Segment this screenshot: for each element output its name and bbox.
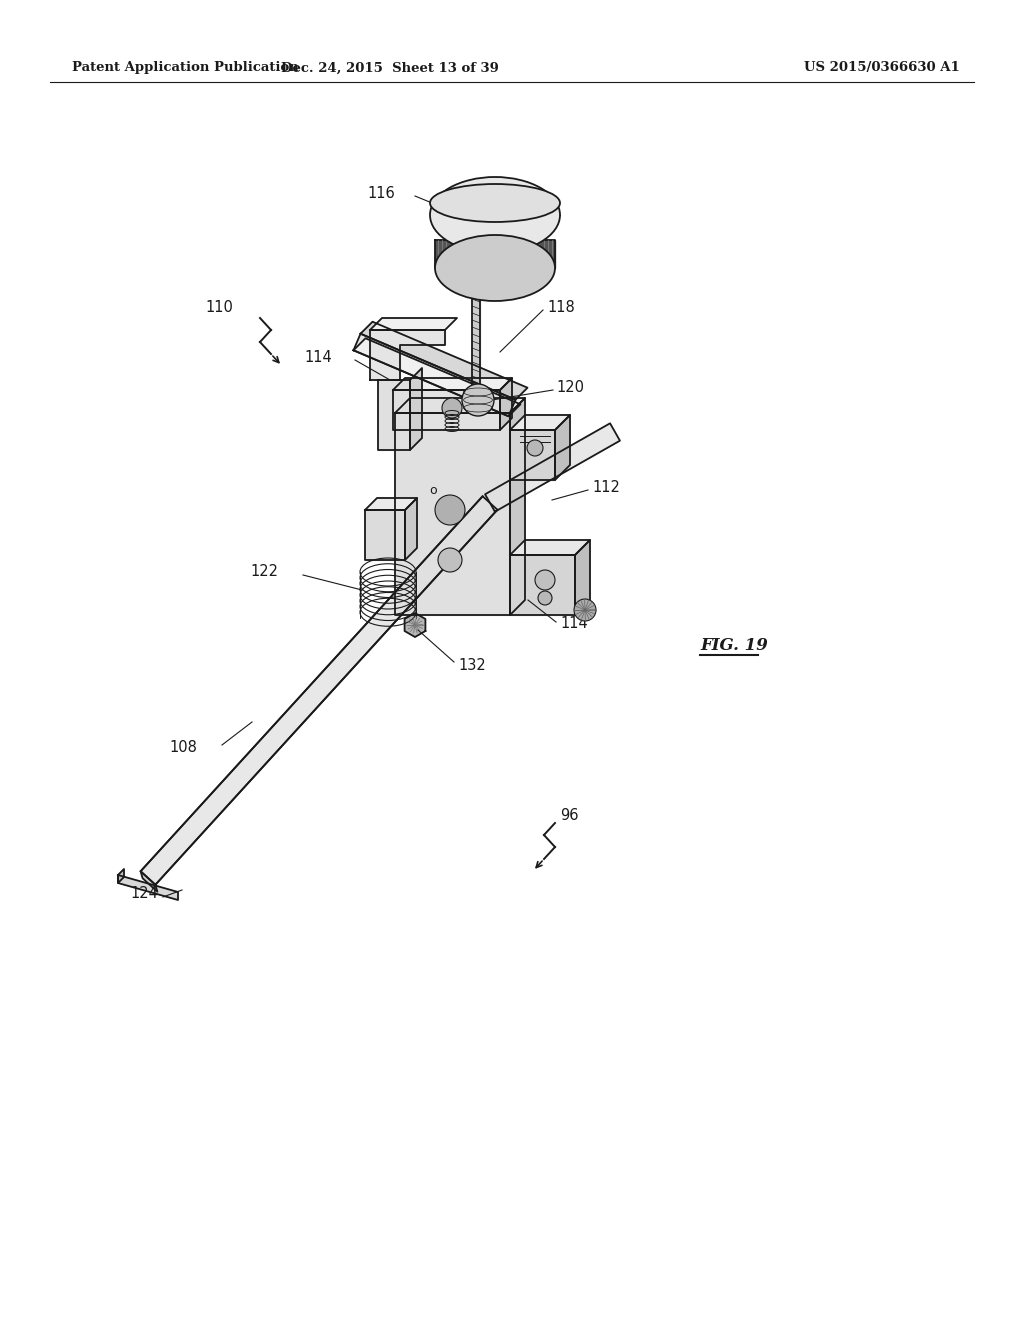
Polygon shape <box>395 399 525 413</box>
Ellipse shape <box>430 177 560 253</box>
Polygon shape <box>395 413 510 615</box>
Text: o: o <box>429 483 437 496</box>
Polygon shape <box>435 240 555 268</box>
Polygon shape <box>353 334 515 416</box>
Circle shape <box>442 399 462 418</box>
Polygon shape <box>370 318 457 330</box>
Circle shape <box>574 599 596 620</box>
Polygon shape <box>510 430 555 480</box>
Text: US 2015/0366630 A1: US 2015/0366630 A1 <box>804 62 961 74</box>
Polygon shape <box>406 498 417 560</box>
Circle shape <box>538 591 552 605</box>
Polygon shape <box>140 871 158 892</box>
Text: 96: 96 <box>560 808 579 822</box>
Text: 132: 132 <box>458 657 485 672</box>
Circle shape <box>527 440 543 455</box>
Polygon shape <box>393 378 512 389</box>
Circle shape <box>535 570 555 590</box>
Text: 108: 108 <box>169 741 197 755</box>
Text: 124: 124 <box>130 886 158 900</box>
Ellipse shape <box>435 235 555 301</box>
Text: Dec. 24, 2015  Sheet 13 of 39: Dec. 24, 2015 Sheet 13 of 39 <box>281 62 499 74</box>
Polygon shape <box>485 424 620 512</box>
Polygon shape <box>510 399 525 615</box>
Polygon shape <box>365 510 406 560</box>
Text: 122: 122 <box>250 565 278 579</box>
Text: 114: 114 <box>560 616 588 631</box>
Polygon shape <box>365 498 417 510</box>
Text: 116: 116 <box>368 186 395 201</box>
Circle shape <box>435 495 465 525</box>
Text: 110: 110 <box>205 301 233 315</box>
Polygon shape <box>140 496 498 884</box>
Polygon shape <box>370 330 445 380</box>
Polygon shape <box>404 612 425 638</box>
Polygon shape <box>510 554 575 615</box>
Polygon shape <box>393 389 500 430</box>
Polygon shape <box>555 414 570 480</box>
Ellipse shape <box>430 183 560 222</box>
Text: FIG. 19: FIG. 19 <box>700 636 768 653</box>
Polygon shape <box>410 368 422 450</box>
Polygon shape <box>472 279 480 395</box>
Polygon shape <box>510 540 590 554</box>
Text: 112: 112 <box>592 480 620 495</box>
Text: 114: 114 <box>304 350 332 364</box>
Polygon shape <box>575 540 590 615</box>
Polygon shape <box>353 338 520 416</box>
Text: 118: 118 <box>547 300 574 314</box>
Polygon shape <box>118 869 124 883</box>
Polygon shape <box>360 322 527 400</box>
Polygon shape <box>378 380 410 450</box>
Text: 120: 120 <box>556 380 584 396</box>
Circle shape <box>462 384 494 416</box>
Polygon shape <box>510 414 570 430</box>
Polygon shape <box>118 875 178 900</box>
Circle shape <box>438 548 462 572</box>
Polygon shape <box>500 378 512 430</box>
Text: Patent Application Publication: Patent Application Publication <box>72 62 299 74</box>
